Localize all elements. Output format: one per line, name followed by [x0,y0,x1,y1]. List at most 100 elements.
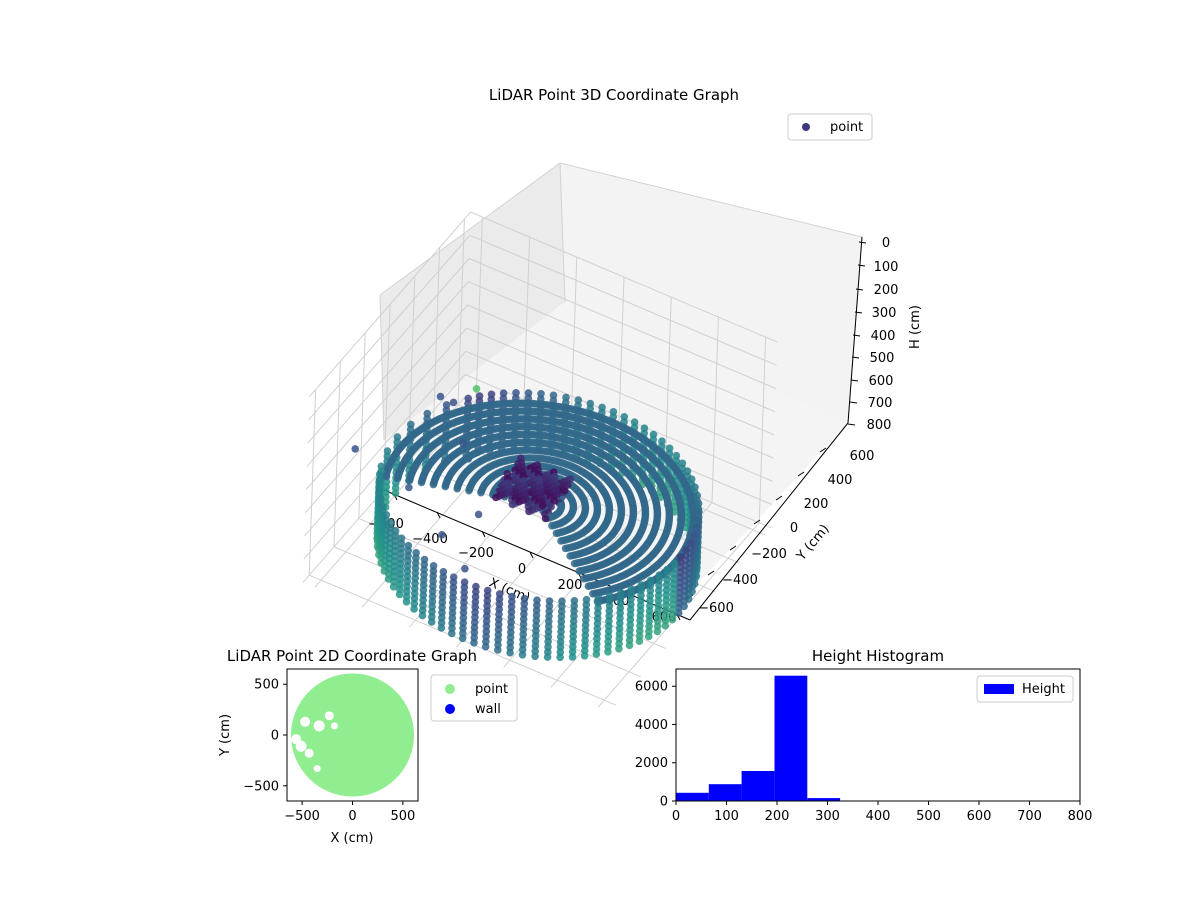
scatter-point-3d [438,531,446,539]
legend-label-height: Height [1022,682,1065,697]
scatter-point-3d [402,598,411,606]
y-tick-label: −500 [243,779,279,794]
x-tick-label: 200 [765,809,790,824]
z-tick-label: 700 [868,396,893,411]
scatter-point-3d [453,484,462,493]
empty-regions [288,678,338,772]
scatter-point-3d [449,398,458,407]
x-tick-label: 500 [916,809,941,824]
z-tick-label: 100 [874,260,899,275]
y-axis-label-2d: Y (cm) [218,714,233,757]
x-tick-label: 0 [348,809,356,824]
legend-box [976,675,1074,703]
x-axis-label-2d: X (cm) [331,831,374,846]
legend-box [787,113,873,141]
y-tick-label: 2000 [635,756,668,771]
scatter-point-3d [458,634,467,643]
scatter-point-3d [417,478,426,487]
scatter-point-3d [644,632,653,641]
scatter-point-3d [382,472,390,481]
z-axis-label-3d: H (cm) [908,305,923,349]
scatter-point-3d [550,497,558,505]
scatter-point-3d [561,544,570,553]
pane-back [560,163,862,423]
z-tick-label: 300 [872,306,897,321]
x-tick-label: 100 [714,809,739,824]
z-tick-label: 400 [871,329,896,344]
x-tick-label: 600 [967,809,992,824]
scatter-point-3d [405,483,413,492]
empty-region [300,716,311,727]
empty-region [313,720,325,732]
legend-marker-point [802,123,810,131]
point-cloud-3d [351,385,703,662]
scatter-point-3d [661,621,670,630]
scatter-point-3d [563,481,572,489]
z-axis-line [847,236,863,424]
x-tick-label: 200 [558,578,583,593]
scatter-point-3d [481,642,490,651]
y-tick-label: −400 [722,573,758,588]
empty-region [291,734,302,745]
scatter-point-3d [389,583,398,591]
x-tick-label: −500 [284,809,320,824]
scatter-point-3d [465,486,473,495]
legend-histogram: Height [976,675,1074,703]
scatter-point-3d [437,624,446,632]
scatter-point-3d [615,645,623,653]
y-axis-label-3d: Y (cm) [793,522,832,565]
chart-3d: LiDAR Point 3D Coordinate Graph −600 −40… [302,86,923,708]
scatter-point-3d [592,650,601,658]
scatter-point-3d [474,510,483,519]
y-tick-label: 0 [790,521,798,536]
scatter-point-3d [531,652,539,661]
z-tick-label: 0 [882,236,890,251]
scatter-point-3d [547,502,555,511]
scatter-point-3d [436,392,445,401]
gridline [468,258,776,389]
gridline [308,234,471,421]
histogram-bar [676,792,709,801]
plot-area-2d [288,673,414,797]
ticks-histogram: 0 100 200 300 400 500 600 700 800 0 2000 4000 6000 [635,680,1093,824]
scatter-point-3d [522,495,530,503]
gridline [307,258,470,444]
scatter-point-3d [393,474,402,483]
scatter-point-3d [580,652,589,660]
y-tick-label: 6000 [635,680,668,695]
y-tick-label: −200 [751,547,787,562]
z-ticks-3d: 0 100 200 300 400 500 600 700 800 [867,236,899,433]
chart-3d-title: LiDAR Point 3D Coordinate Graph [489,86,739,104]
scatter-point-3d [418,611,427,620]
y-axis-line [689,422,849,621]
scatter-point-3d [461,564,469,573]
scatter-point-3d [635,637,644,645]
scatter-point-3d [604,648,612,656]
scatter-point-3d [494,646,502,654]
scatter-point-3d [506,648,514,657]
y-tick-label: 0 [271,729,279,744]
x-tick-label: 700 [1017,809,1042,824]
gridline [304,350,467,537]
y-tick-label: −600 [698,601,734,616]
scatter-point-3d [427,618,436,626]
scatter-point-3d [448,629,456,638]
histogram-bar [807,798,841,801]
gridline [470,211,778,343]
y-tick-label: 600 [850,449,875,464]
legend-label-wall: wall [475,702,501,717]
scatter-point-3d [410,605,418,613]
scatter-point-3d [405,476,414,485]
chart-2d: LiDAR Point 2D Coordinate Graph −500 0 500… [218,647,518,846]
scatter-point-3d [441,482,450,491]
gridline [465,350,773,482]
z-tick-label: 800 [867,418,892,433]
scatter-point-3d [505,488,514,496]
gridline [309,211,471,398]
scatter-point-3d [518,651,527,659]
scatter-point-3d [653,627,662,636]
scatter-point-3d [459,439,467,448]
histogram-bar [741,771,775,801]
scatter-point-3d [556,653,564,662]
